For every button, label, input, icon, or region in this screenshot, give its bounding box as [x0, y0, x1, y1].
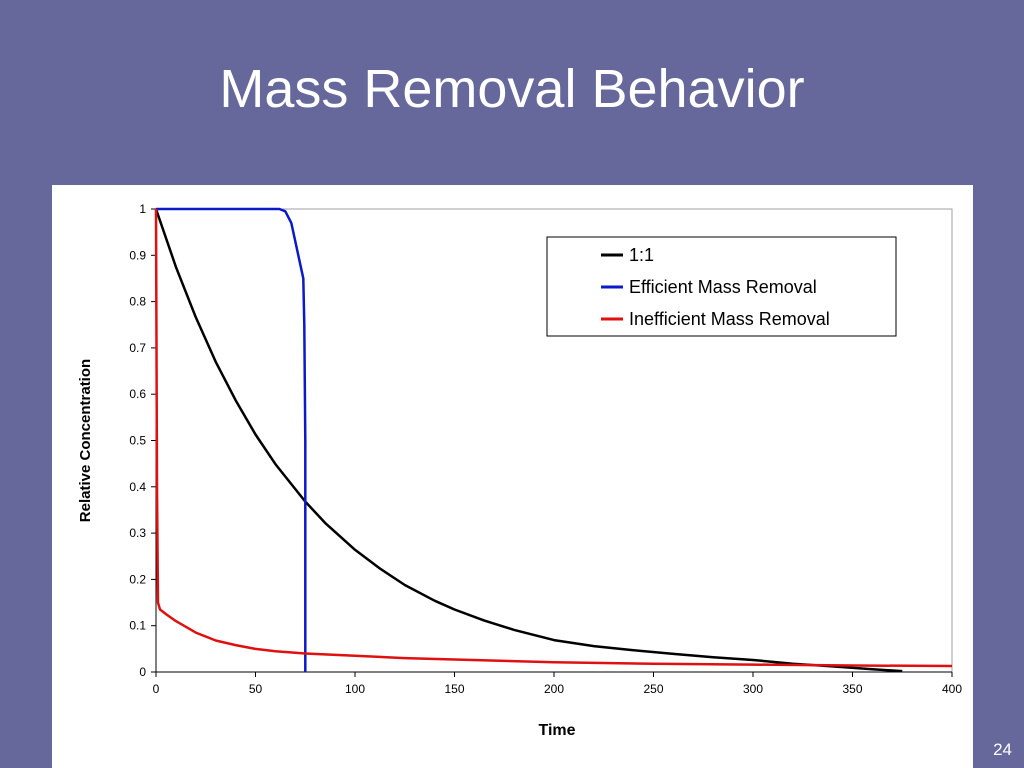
x-tick-label: 350 [842, 682, 862, 696]
slide-title: Mass Removal Behavior [219, 59, 805, 119]
y-tick-label: 0.3 [129, 526, 146, 540]
y-tick-label: 0.8 [129, 295, 146, 309]
y-tick-label: 0.4 [129, 480, 146, 494]
y-tick-label: 0.9 [129, 248, 146, 262]
chart-panel: 0 0.1 0.2 0.3 0.4 0.5 0.6 0.7 0.8 0.9 1 0 50 100 150 20… [52, 185, 973, 768]
x-axis-label: Time [538, 722, 575, 739]
y-tick-label: 0.1 [129, 619, 146, 633]
legend-entry: Inefficient Mass Removal [629, 309, 830, 329]
line-chart: 0 0.1 0.2 0.3 0.4 0.5 0.6 0.7 0.8 0.9 1 0 50 100 150 20… [77, 202, 962, 739]
x-tick-label: 400 [942, 682, 962, 696]
y-tick-label: 0.5 [129, 434, 146, 448]
y-tick-label: 0.7 [129, 341, 146, 355]
y-tick-label: 1 [139, 202, 146, 216]
x-tick-label: 100 [345, 682, 365, 696]
series-line [156, 207, 307, 672]
y-tick-label: 0 [139, 665, 146, 679]
series-line [154, 208, 953, 668]
x-tick-label: 250 [643, 682, 663, 696]
series-line [154, 208, 903, 673]
slide-number: 24 [993, 740, 1012, 759]
x-tick-label: 200 [544, 682, 564, 696]
x-tick-label: 0 [153, 682, 160, 696]
legend-entry: Efficient Mass Removal [629, 277, 817, 297]
x-tick-label: 300 [743, 682, 763, 696]
x-tick-label: 50 [249, 682, 263, 696]
y-tick-label: 0.2 [129, 572, 146, 586]
x-tick-label: 150 [444, 682, 464, 696]
y-axis-label: Relative Concentration [77, 359, 94, 522]
y-tick-label: 0.6 [129, 387, 146, 401]
legend-entry: 1:1 [629, 245, 654, 265]
